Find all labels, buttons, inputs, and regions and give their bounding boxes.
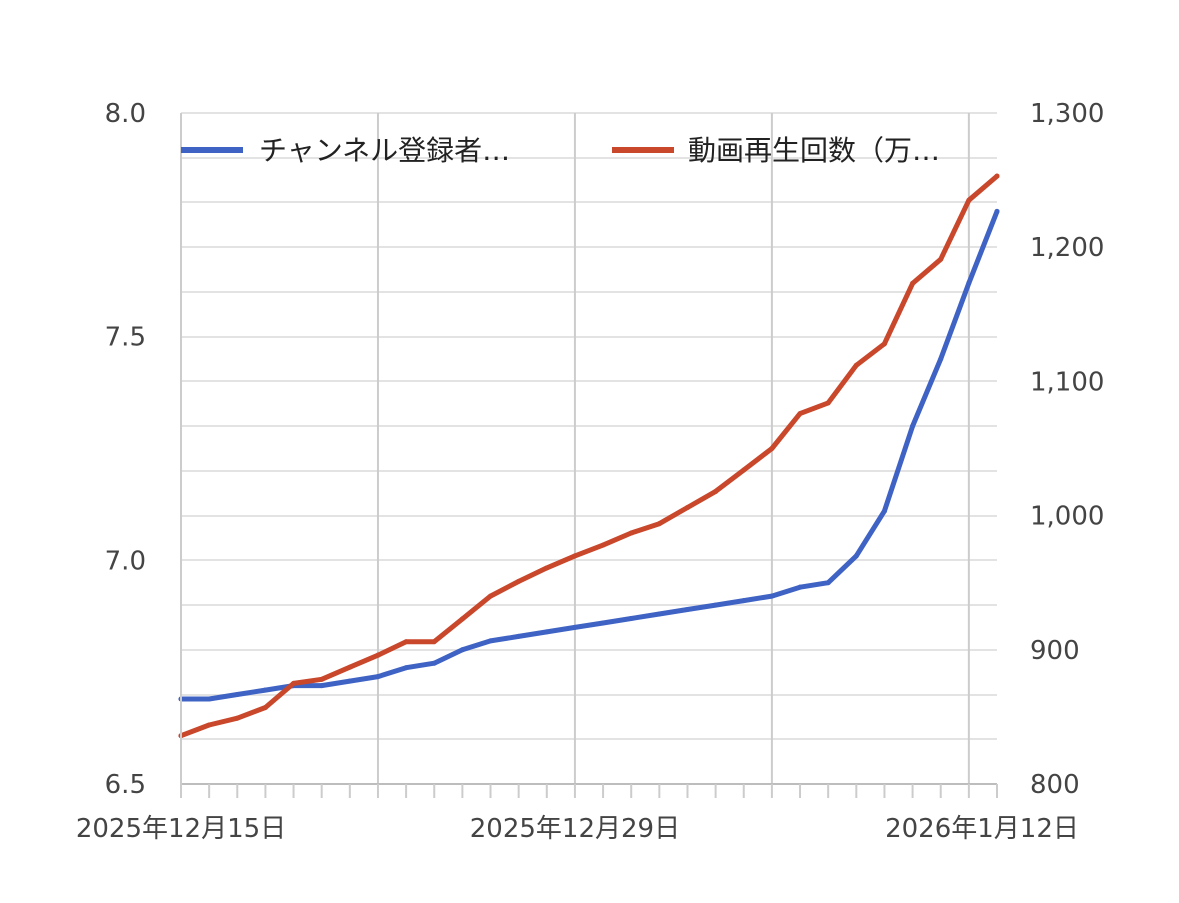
data-point	[769, 593, 775, 599]
y-left-tick-label: 6.5	[105, 770, 146, 800]
legend: チャンネル登録者… 動画再生回数（万…	[181, 134, 940, 167]
data-point	[741, 467, 747, 473]
data-point	[628, 615, 634, 621]
data-point	[403, 665, 409, 671]
data-point	[234, 715, 240, 721]
data-point	[375, 674, 381, 680]
y-left-tick-label: 8.0	[105, 99, 146, 129]
series-lines	[178, 173, 1000, 739]
data-point	[291, 680, 297, 686]
data-point	[741, 598, 747, 604]
data-point	[881, 341, 887, 347]
data-point	[206, 722, 212, 728]
data-point	[938, 256, 944, 262]
y-left-tick-label: 7.5	[105, 323, 146, 353]
data-point	[656, 611, 662, 617]
y-right-tick-label: 1,200	[1030, 233, 1104, 263]
data-point	[713, 602, 719, 608]
y-left-tick-label: 7.0	[105, 546, 146, 576]
legend-label: チャンネル登録者…	[259, 134, 510, 167]
data-point	[910, 423, 916, 429]
data-point	[797, 584, 803, 590]
data-point	[572, 553, 578, 559]
data-point	[403, 639, 409, 645]
data-point	[319, 676, 325, 682]
data-point	[600, 620, 606, 626]
x-tick-label: 2026年1月12日	[885, 814, 1079, 844]
data-point	[431, 639, 437, 645]
data-point	[910, 280, 916, 286]
y-right-tick-label: 1,300	[1030, 99, 1104, 129]
y-right-tick-label: 1,000	[1030, 502, 1104, 532]
data-point	[234, 692, 240, 698]
data-point	[319, 683, 325, 689]
data-point	[853, 553, 859, 559]
data-point	[544, 565, 550, 571]
y-right-tick-label: 1,100	[1030, 367, 1104, 397]
data-point	[881, 508, 887, 514]
data-point	[966, 280, 972, 286]
data-point	[656, 521, 662, 527]
data-point	[825, 580, 831, 586]
y-right-tick-label: 900	[1030, 636, 1080, 666]
data-point	[713, 488, 719, 494]
data-point	[544, 629, 550, 635]
data-point	[488, 638, 494, 644]
data-point	[966, 197, 972, 203]
axes: 2025年12月15日 2025年12月29日 2026年1月12日 6.5 7.0 7.…	[76, 99, 1105, 844]
data-point	[516, 633, 522, 639]
data-point	[262, 705, 268, 711]
data-point	[825, 400, 831, 406]
data-point	[769, 446, 775, 451]
data-point	[797, 411, 803, 417]
legend-label: 動画再生回数（万…	[688, 134, 940, 167]
data-point	[684, 607, 690, 613]
data-point	[262, 687, 268, 693]
x-tick-label: 2025年12月15日	[76, 814, 286, 844]
data-point	[459, 647, 465, 653]
data-point	[853, 362, 859, 368]
data-point	[600, 542, 606, 548]
data-point	[628, 530, 634, 536]
data-point	[488, 593, 494, 599]
y-right-tick-label: 800	[1030, 770, 1080, 800]
data-point	[431, 660, 437, 666]
data-point	[375, 652, 381, 658]
data-point	[994, 173, 1000, 179]
grid	[180, 112, 997, 785]
data-point	[459, 616, 465, 622]
series-line-views	[178, 173, 1000, 739]
x-tick-label: 2025年12月29日	[470, 814, 680, 844]
data-point	[572, 624, 578, 630]
data-point	[206, 696, 212, 702]
data-point	[516, 578, 522, 584]
data-point	[938, 356, 944, 362]
data-point	[347, 678, 353, 684]
data-point	[994, 208, 1000, 214]
series-line-subscribers	[178, 208, 1000, 702]
data-point	[347, 664, 353, 670]
data-point	[684, 505, 690, 511]
